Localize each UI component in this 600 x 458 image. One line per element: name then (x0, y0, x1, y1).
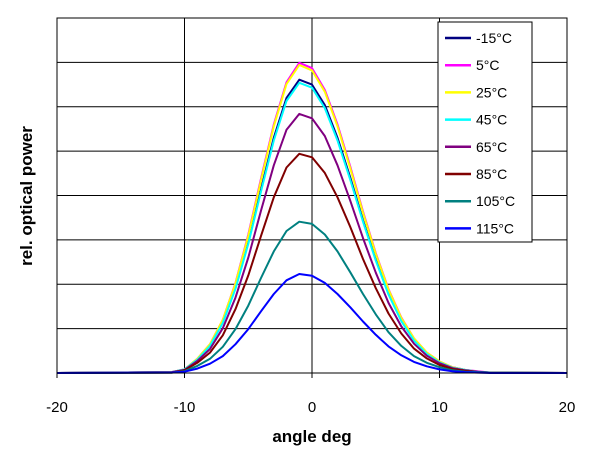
x-tick-labels: -20 -10 0 10 20 (46, 373, 575, 416)
legend-label: -15°C (476, 30, 512, 46)
y-axis-label: rel. optical power (17, 126, 36, 266)
x-tick-label: 20 (559, 399, 576, 416)
x-tick-label: 10 (431, 399, 448, 416)
series-line-115°C (56, 273, 567, 374)
x-tick-label: -20 (46, 399, 68, 416)
x-tick-label: -10 (174, 399, 196, 416)
series-line-85°C (56, 152, 568, 374)
legend-box (437, 21, 533, 243)
series-lines (56, 61, 568, 374)
legend-label: 105°C (476, 193, 515, 209)
x-tick-label: 0 (308, 399, 316, 416)
legend-label: 85°C (476, 166, 507, 182)
legend-label: 5°C (476, 57, 500, 73)
legend-label: 65°C (476, 139, 507, 155)
legend-label: 115°C (476, 220, 514, 236)
legend-label: 45°C (476, 112, 507, 128)
series-line-105°C (56, 220, 568, 374)
x-axis-label: angle deg (272, 427, 351, 446)
legend-label: 25°C (476, 84, 507, 100)
series-line-65°C (56, 112, 568, 374)
legend: -15°C 5°C 25°C 45°C 65°C 85°C 105°C 115°C (437, 21, 533, 243)
